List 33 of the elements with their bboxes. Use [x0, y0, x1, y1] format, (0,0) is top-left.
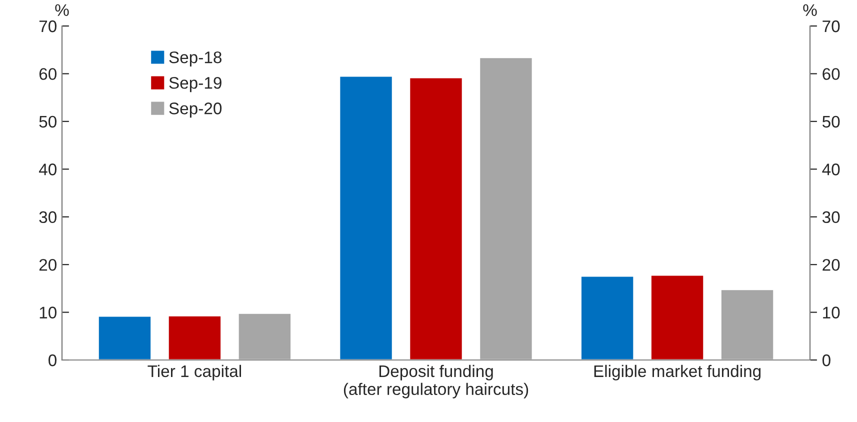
bar	[408, 76, 464, 360]
y2-tick-label: 50	[822, 116, 840, 128]
x-tick-label: Deposit funding (after regulatory haircuts)	[344, 364, 528, 398]
y-tick-label: 20	[39, 258, 56, 271]
y2-tick-label: 30	[822, 211, 840, 224]
y-tick-label: 60	[39, 68, 56, 80]
y2-tick-label: 70	[822, 20, 840, 32]
y2-axis-title: %	[803, 4, 817, 16]
y-tick-label: 10	[40, 306, 56, 318]
bar	[338, 75, 394, 360]
bar	[580, 275, 635, 360]
y-tick-label: 40	[38, 164, 56, 176]
y2-tick-label: 60	[822, 68, 840, 80]
y2-tick-label: 20	[822, 258, 840, 271]
legend-label: Sep-19	[169, 76, 222, 92]
bar	[478, 56, 534, 360]
y-tick-label: 0	[48, 354, 56, 366]
bar	[720, 288, 774, 360]
y-tick-label: 70	[39, 20, 56, 32]
bar	[167, 314, 222, 360]
x-tick-label: Eligible market funding	[594, 364, 761, 380]
bar	[237, 312, 292, 360]
legend-label: Sep-18	[169, 51, 222, 67]
y2-tick-label: 40	[822, 164, 840, 176]
bar	[98, 315, 152, 360]
x-tick-label: Tier 1 capital	[148, 364, 241, 380]
legend-label: Sep-20	[169, 102, 222, 118]
y-axis-title: %	[55, 4, 69, 16]
y-tick-label: 30	[39, 211, 56, 224]
y-tick-label: 50	[39, 116, 56, 128]
y2-tick-label: 10	[823, 306, 840, 318]
y2-tick-label: 0	[822, 354, 830, 366]
bar	[650, 274, 705, 360]
